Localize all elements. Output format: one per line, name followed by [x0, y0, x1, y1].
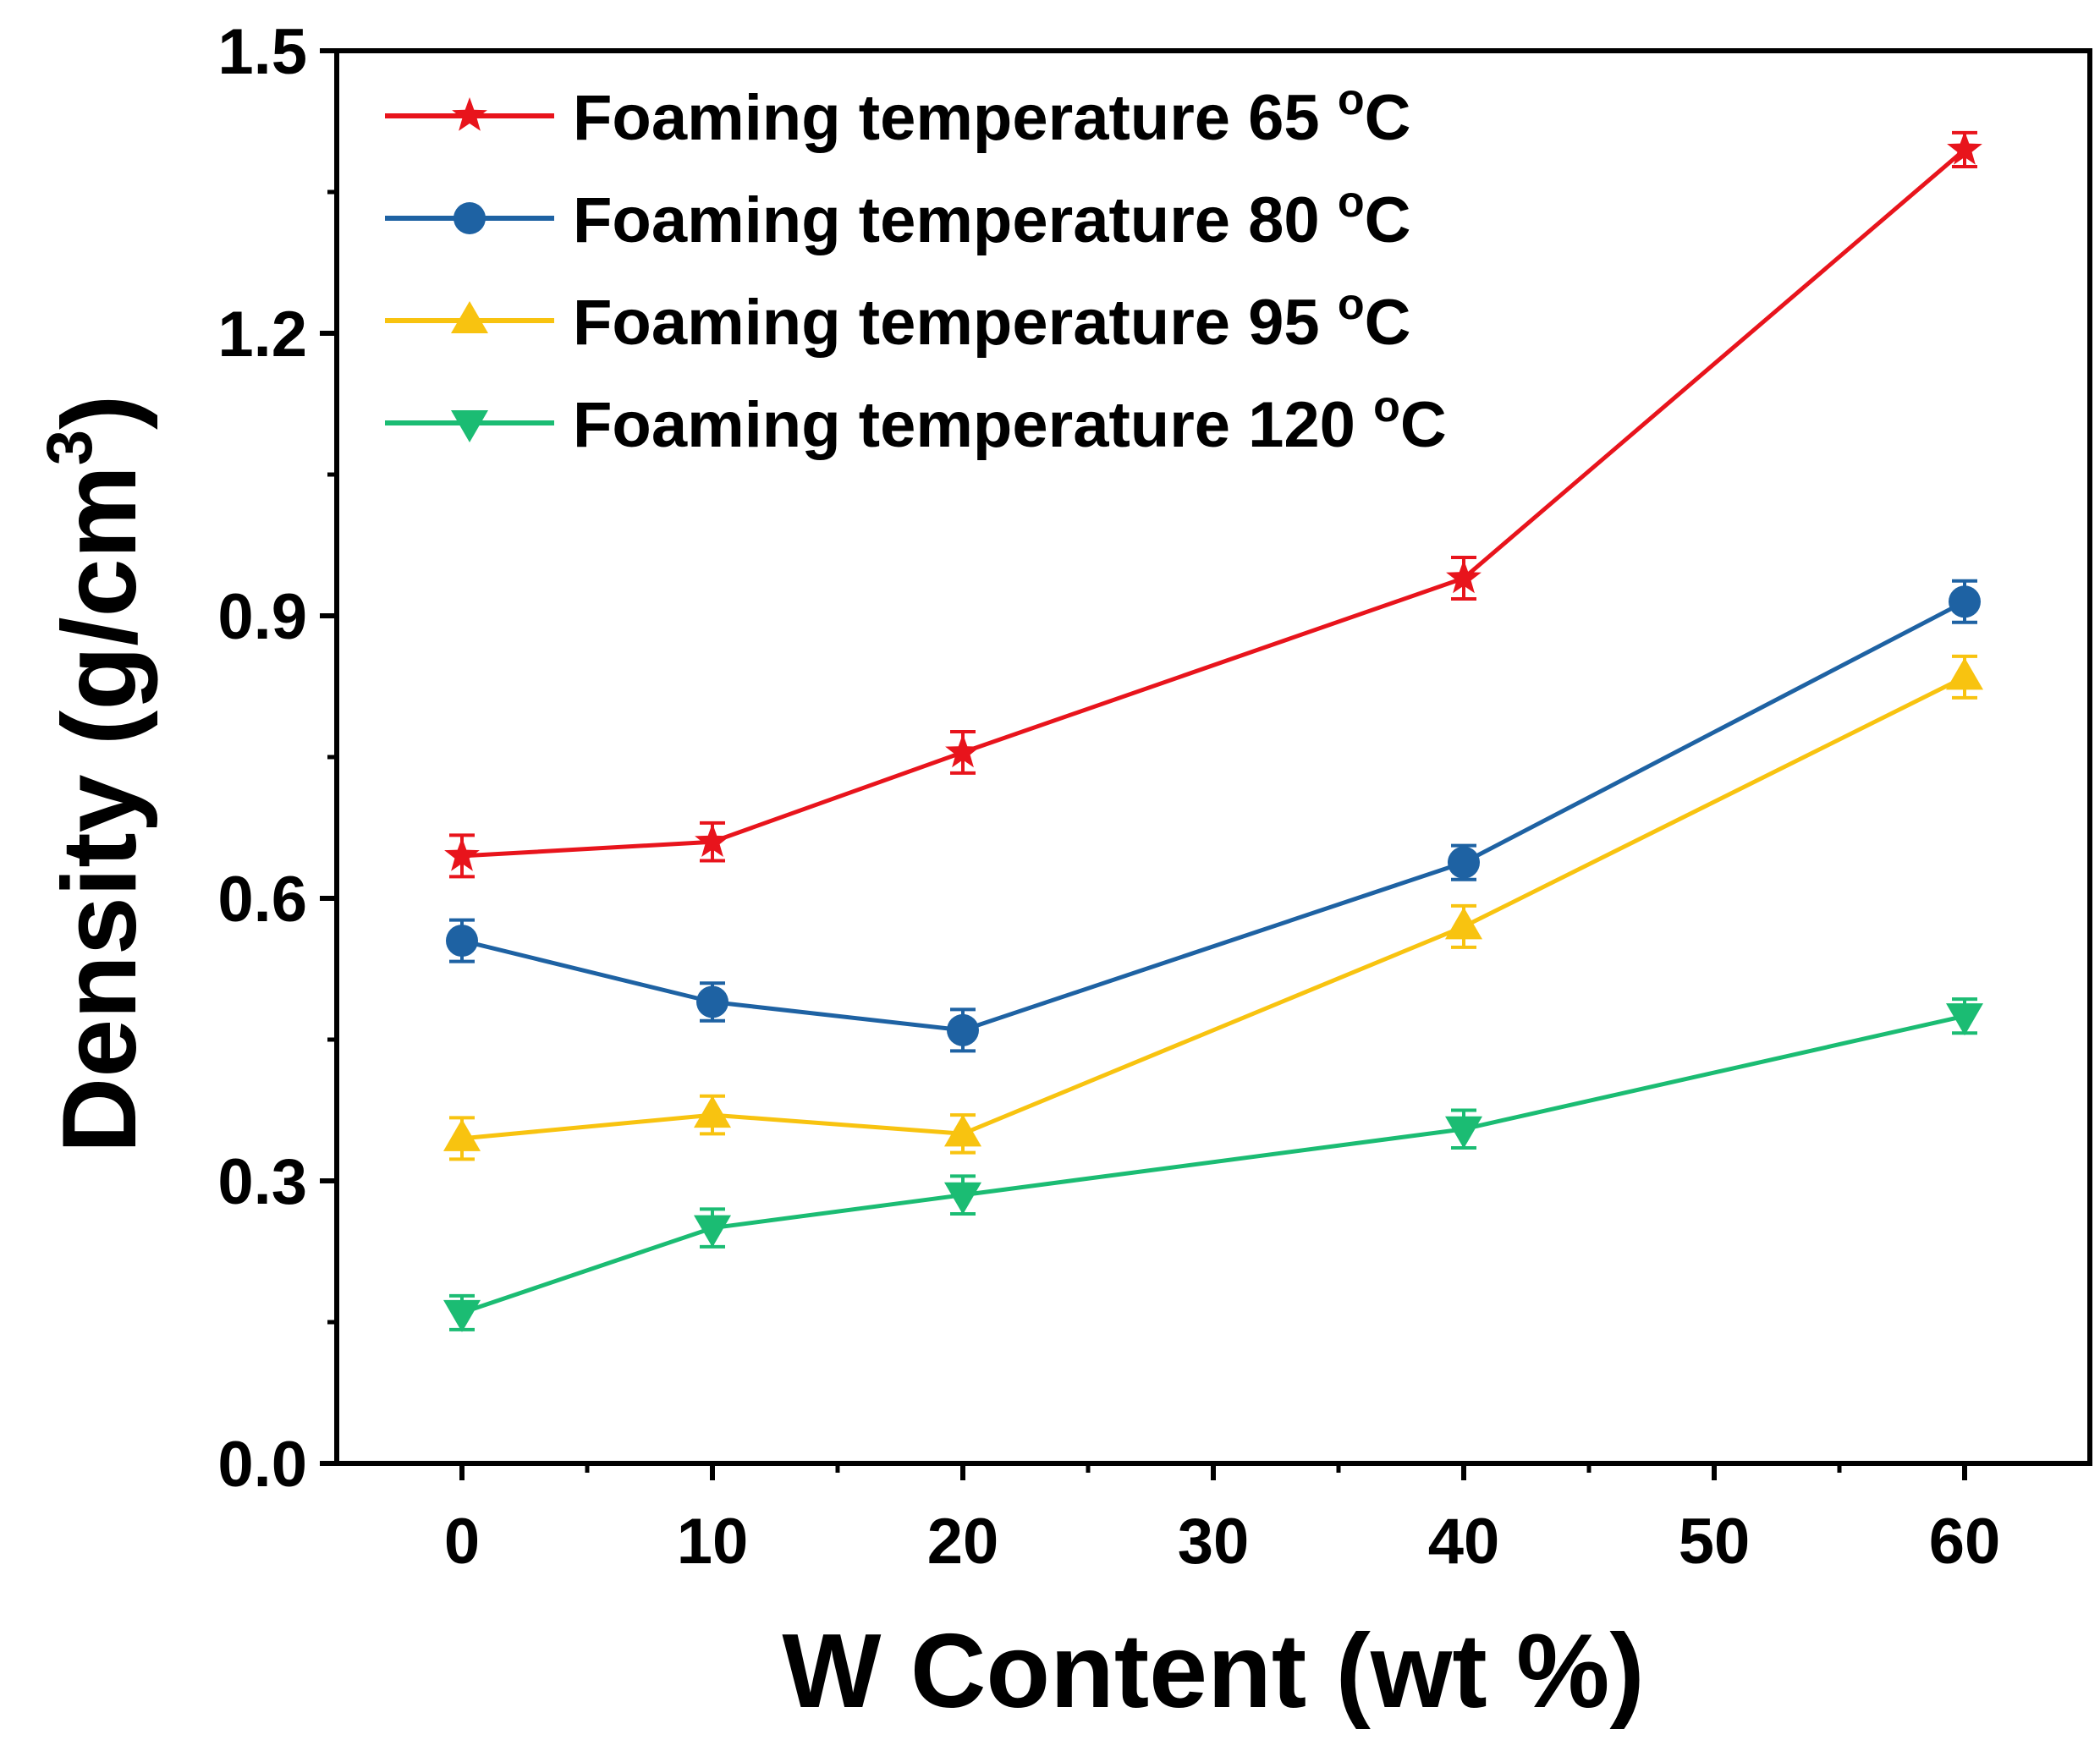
- y-tick-label: 1.2: [217, 299, 307, 371]
- legend: Foaming temperature 65 oC Foaming tempera…: [385, 75, 1447, 461]
- data-point: [1448, 846, 1480, 879]
- series-line: [461, 1013, 1965, 1315]
- legend-marker: [451, 301, 488, 333]
- data-point: [1446, 559, 1482, 594]
- x-tick-label: 40: [1428, 1506, 1500, 1578]
- plot-frame: [334, 48, 2092, 1466]
- series-2: [446, 579, 1981, 1053]
- legend-marker: [452, 97, 487, 131]
- data-point: [1947, 130, 1982, 165]
- data-point: [944, 1114, 981, 1147]
- legend-label: Foaming temperature 95 oC: [573, 280, 1410, 359]
- data-point: [694, 1095, 731, 1128]
- y-tick-label: 0.3: [217, 1146, 307, 1218]
- data-point: [944, 1182, 981, 1215]
- x-tick-label: 10: [677, 1506, 749, 1578]
- legend-label: Foaming temperature 80 oC: [573, 178, 1410, 256]
- data-point: [1946, 657, 1983, 690]
- y-tick-label: 0.0: [217, 1429, 307, 1501]
- y-tick-label: 0.6: [217, 864, 307, 936]
- series-layer: [443, 130, 1983, 1332]
- x-tick-label: 20: [927, 1506, 999, 1578]
- series-4: [443, 997, 1983, 1332]
- series-3: [443, 654, 1983, 1161]
- axes-layer: 0 10 20 30 40 50 60 0.0 0.3 0.6 0.9 1.2 1.5: [217, 16, 2092, 1578]
- legend-label: Foaming temperature 120 oC: [573, 382, 1447, 461]
- x-tick-label: 60: [1929, 1506, 2001, 1578]
- x-axis-title: W Content (wt %): [782, 1613, 1644, 1730]
- data-point: [443, 1118, 481, 1151]
- data-point: [443, 1299, 481, 1332]
- y-tick-label: 0.9: [217, 581, 307, 653]
- legend-item-3: Foaming temperature 95 oC: [385, 280, 1410, 359]
- data-point: [696, 985, 728, 1018]
- legend-marker: [451, 410, 488, 442]
- legend-item-2: Foaming temperature 80 oC: [385, 178, 1410, 256]
- data-point: [1445, 907, 1482, 940]
- series-1: [444, 130, 1982, 879]
- data-point: [694, 1215, 731, 1248]
- data-point: [945, 733, 981, 768]
- legend-item-4: Foaming temperature 120 oC: [385, 382, 1447, 461]
- data-point: [947, 1013, 979, 1046]
- y-axis-title: Density (g/cm3): [34, 395, 158, 1154]
- data-point: [444, 837, 480, 871]
- series-line: [461, 675, 1966, 1141]
- data-point: [1949, 585, 1981, 618]
- x-tick-label: 50: [1679, 1506, 1751, 1578]
- legend-item-1: Foaming temperature 65 oC: [385, 75, 1410, 154]
- legend-marker: [454, 202, 486, 234]
- data-point: [1946, 1003, 1983, 1036]
- data-point: [695, 823, 730, 857]
- data-point: [1445, 1116, 1482, 1149]
- x-tick-label: 30: [1178, 1506, 1250, 1578]
- data-point: [446, 925, 478, 958]
- y-tick-label: 1.5: [217, 16, 307, 88]
- legend-label: Foaming temperature 65 oC: [573, 75, 1410, 154]
- x-tick-label: 0: [444, 1506, 480, 1578]
